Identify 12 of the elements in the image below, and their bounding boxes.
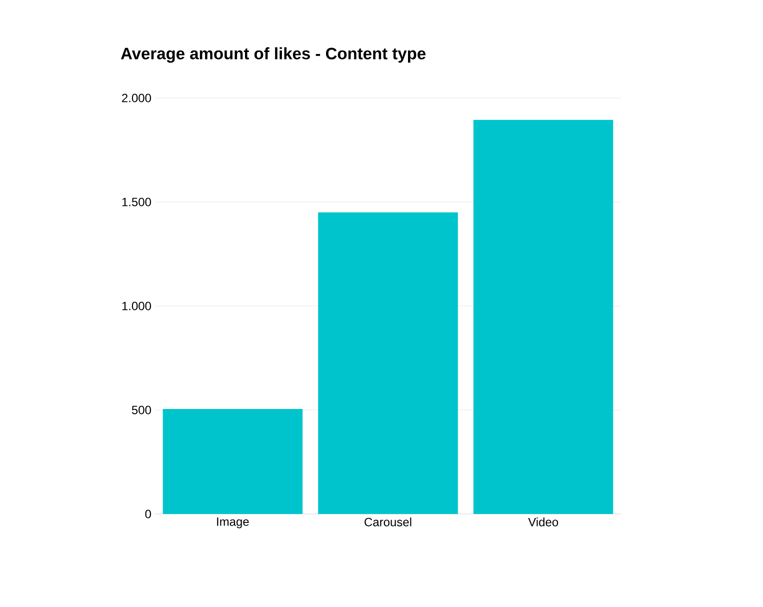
x-tick-label: Video bbox=[528, 518, 558, 526]
bar bbox=[162, 408, 303, 514]
y-tick-label: 1.500 bbox=[122, 198, 152, 206]
chart-title: Average amount of likes - Content type bbox=[120, 47, 426, 63]
y-tick-label: 0 bbox=[145, 510, 152, 518]
y-tick-label: 500 bbox=[132, 406, 152, 414]
x-tick-label: Carousel bbox=[364, 518, 412, 526]
x-tick-label: Image bbox=[217, 518, 249, 528]
y-tick-label: 2.000 bbox=[122, 94, 152, 102]
y-tick-label: 1.000 bbox=[122, 302, 152, 310]
bar bbox=[318, 212, 458, 514]
bar bbox=[473, 120, 614, 514]
